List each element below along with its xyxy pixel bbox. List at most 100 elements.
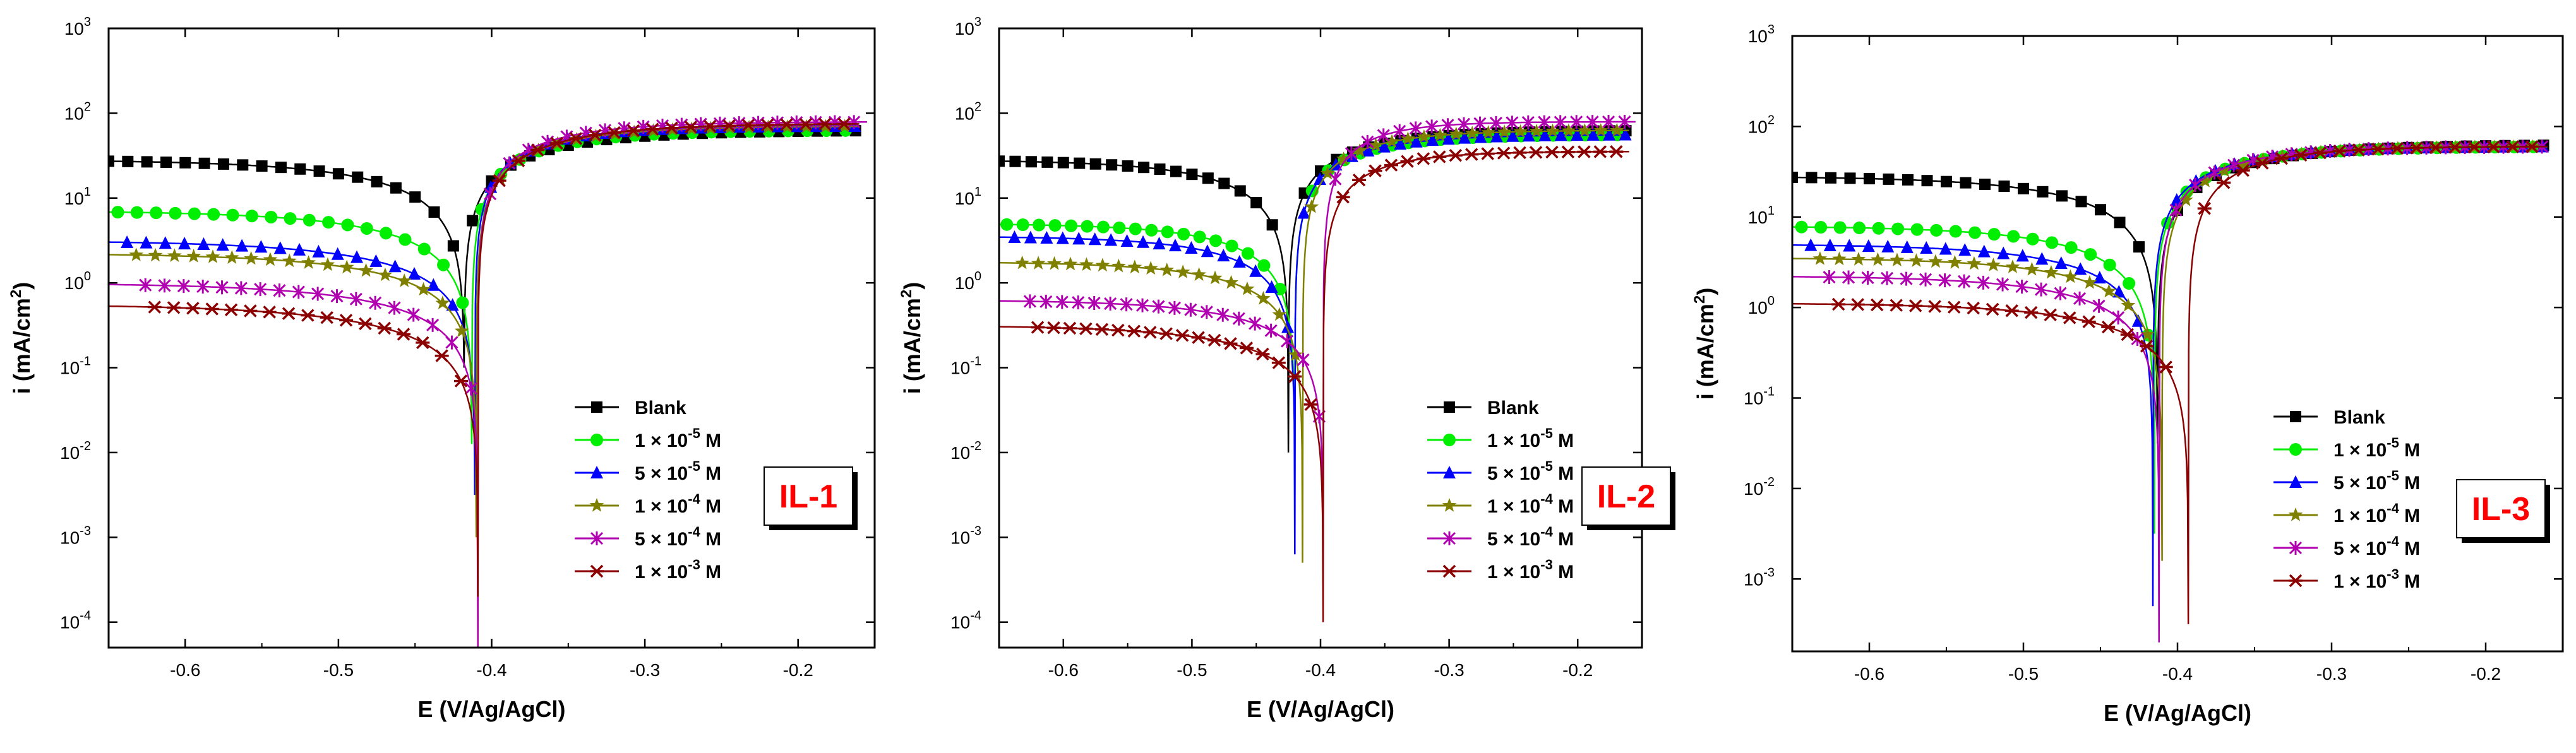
data-marker (1232, 311, 1245, 326)
data-marker (2082, 315, 2096, 328)
data-marker (1352, 143, 1367, 157)
data-marker (129, 247, 144, 261)
data-marker (2102, 283, 2116, 298)
data-marker (1143, 261, 1158, 275)
legend-label: 5 × 10-4 M (2333, 533, 2420, 559)
data-marker (322, 216, 335, 229)
data-marker (426, 317, 440, 332)
data-marker (664, 121, 679, 134)
data-marker (1377, 139, 1391, 153)
series-line (109, 123, 860, 597)
panel-tag: IL-2 (1581, 466, 1675, 530)
data-marker (1033, 218, 1046, 232)
data-marker (741, 119, 755, 132)
legend-marker (589, 498, 604, 512)
data-marker (464, 381, 477, 396)
data-marker (2217, 176, 2231, 189)
series-line (109, 125, 860, 538)
data-marker (1986, 258, 2001, 271)
data-marker (454, 323, 469, 338)
data-marker (1329, 172, 1342, 186)
data-marker (2046, 236, 2059, 249)
data-marker (1241, 247, 1254, 260)
data-marker (1200, 305, 1213, 319)
data-marker (1909, 253, 1924, 267)
data-marker (254, 282, 267, 297)
data-marker (2025, 261, 2039, 276)
data-marker (1170, 165, 1182, 177)
data-marker (1072, 232, 1086, 245)
data-marker (530, 143, 545, 157)
data-marker (1384, 134, 1399, 148)
data-marker (179, 157, 191, 169)
y-tick-label: 103 (64, 15, 91, 39)
panel-il-2: -0.6 -0.5 -0.4 -0.3 -0.2 10-4 10-3 10-2 10-1 100 1… (898, 15, 1675, 722)
y-tick-label: 10-3 (1744, 566, 1775, 589)
series-5 (1792, 140, 2548, 625)
data-marker (818, 117, 832, 131)
data-marker (1850, 298, 1865, 311)
y-tick-label: 100 (1748, 294, 1775, 317)
data-marker (1851, 252, 1866, 266)
data-marker (456, 296, 469, 309)
data-marker (148, 247, 163, 262)
data-marker (1930, 223, 1943, 237)
data-marker (1159, 327, 1173, 340)
data-marker (1880, 271, 1894, 285)
data-marker (549, 136, 564, 150)
data-marker (1900, 271, 1913, 286)
data-marker (1490, 129, 1503, 143)
data-marker (1522, 129, 1535, 142)
data-marker (428, 206, 440, 218)
data-marker (2035, 252, 2049, 265)
legend-label: 1 × 10-4 M (2333, 501, 2420, 526)
data-marker (1223, 337, 1238, 350)
data-marker (197, 237, 210, 251)
data-marker (273, 283, 286, 298)
data-marker (1977, 244, 1991, 258)
data-marker (1603, 127, 1616, 141)
data-marker (1047, 256, 1062, 270)
data-marker (1938, 273, 1951, 288)
data-marker (2114, 216, 2126, 228)
data-marker (331, 247, 344, 260)
data-marker (1138, 162, 1150, 174)
data-marker (1987, 228, 2001, 241)
data-marker (265, 210, 278, 223)
data-marker (2026, 232, 2039, 246)
data-marker (2236, 157, 2251, 170)
data-marker (1618, 114, 1631, 129)
data-marker (1609, 145, 1624, 158)
legend-label: 5 × 10-4 M (1487, 524, 1574, 550)
data-marker (1127, 324, 1141, 338)
data-marker (1023, 294, 1036, 309)
legend-label: 5 × 10-5 M (1487, 458, 1574, 484)
data-marker (1175, 264, 1190, 278)
data-marker (1844, 172, 1856, 184)
data-marker (2015, 280, 2028, 294)
data-marker (1814, 221, 1828, 234)
data-marker (2208, 165, 2221, 180)
data-marker (1609, 122, 1624, 137)
data-marker (1832, 251, 1847, 266)
data-marker (1207, 270, 1223, 285)
data-marker (1186, 169, 1198, 181)
data-marker (2140, 340, 2154, 353)
data-marker (1111, 258, 1126, 273)
data-marker (1104, 297, 1117, 311)
data-marker (2063, 269, 2078, 283)
data-marker (341, 218, 354, 232)
data-marker (1175, 329, 1190, 342)
x-axis-title: E (V/Ag/AgCl) (1247, 696, 1394, 722)
data-marker (2034, 282, 2048, 297)
data-marker (1271, 356, 1286, 369)
data-marker (217, 158, 229, 170)
legend: Blank 1 × 10-5 M 5 × 10-5 M 1 × 10-4 M 5 × 1… (1427, 398, 1574, 583)
y-tick-label: 10-1 (1744, 385, 1775, 408)
data-marker (1264, 323, 1278, 338)
data-marker (1120, 234, 1134, 247)
data-marker (236, 239, 249, 252)
data-marker (1297, 206, 1310, 219)
data-marker (416, 336, 430, 350)
data-marker (169, 206, 182, 220)
